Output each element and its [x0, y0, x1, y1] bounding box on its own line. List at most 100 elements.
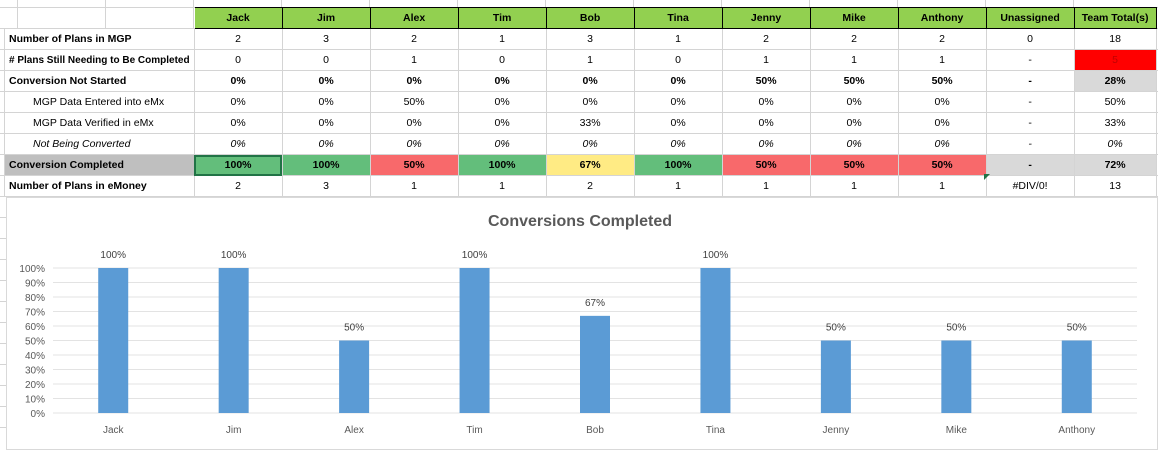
row-label[interactable]: # Plans Still Needing to Be Completed [4, 49, 195, 71]
cell[interactable]: 1 [721, 175, 811, 197]
cell[interactable]: 0% [193, 112, 283, 134]
cell[interactable]: 0% [193, 133, 283, 155]
row-label[interactable]: Conversion Not Started [4, 70, 195, 92]
header-cell[interactable]: Jenny [721, 7, 811, 29]
header-cell[interactable]: Jim [281, 7, 371, 29]
cell[interactable]: 0 [193, 49, 283, 71]
cell[interactable]: 2 [193, 28, 283, 50]
cell[interactable]: 0% [281, 70, 371, 92]
row-label[interactable]: Number of Plans in eMoney [4, 175, 195, 197]
header-cell[interactable]: Bob [545, 7, 635, 29]
bar-tim[interactable] [459, 268, 490, 413]
cell[interactable]: 1 [809, 175, 899, 197]
cell[interactable]: 2 [721, 28, 811, 50]
row-label[interactable]: MGP Data Verified in eMx [4, 112, 195, 134]
cell[interactable]: 0% [809, 133, 899, 155]
bar-alex[interactable] [339, 340, 370, 414]
cell[interactable]: 0% [369, 133, 459, 155]
cell[interactable]: 1 [457, 175, 547, 197]
cell[interactable]: 0% [369, 112, 459, 134]
cell[interactable]: 1 [545, 49, 635, 71]
cell[interactable]: 0% [281, 112, 371, 134]
bar-jim[interactable] [218, 268, 249, 413]
header-cell[interactable]: Tim [457, 7, 547, 29]
total-cell[interactable]: 50% [1073, 91, 1157, 113]
cell[interactable]: - [985, 70, 1075, 92]
total-cell[interactable]: 5 [1073, 49, 1157, 71]
cell[interactable]: - [985, 49, 1075, 71]
header-blank-cell[interactable] [5, 8, 195, 29]
cell[interactable]: 1 [897, 175, 987, 197]
row-label[interactable]: Not Being Converted [4, 133, 195, 155]
cell[interactable]: 1 [369, 175, 459, 197]
cell[interactable]: - [985, 91, 1075, 113]
cell[interactable]: 2 [897, 28, 987, 50]
row-label[interactable]: Conversion Completed [4, 154, 195, 176]
cell[interactable]: 50% [369, 91, 459, 113]
cell[interactable]: 100% [457, 154, 547, 176]
cell[interactable]: 0% [721, 112, 811, 134]
header-cell[interactable]: Alex [369, 7, 459, 29]
error-cell[interactable]: #DIV/0! [985, 175, 1075, 197]
total-cell[interactable]: 28% [1073, 70, 1157, 92]
cell[interactable]: 50% [721, 70, 811, 92]
bar-jenny[interactable] [820, 340, 851, 414]
cell[interactable]: 1 [721, 49, 811, 71]
cell-selected[interactable]: 100% [193, 154, 283, 176]
header-cell[interactable]: Unassigned [985, 7, 1075, 29]
cell[interactable]: 1 [369, 49, 459, 71]
cell[interactable]: 33% [545, 112, 635, 134]
cell[interactable]: 67% [545, 154, 635, 176]
cell[interactable]: 0 [633, 49, 723, 71]
cell[interactable]: 2 [809, 28, 899, 50]
cell[interactable]: 100% [633, 154, 723, 176]
header-cell[interactable]: Tina [633, 7, 723, 29]
cell[interactable]: 1 [457, 28, 547, 50]
bar-mike[interactable] [941, 340, 972, 414]
cell[interactable]: 0% [721, 133, 811, 155]
cell[interactable]: 0% [545, 91, 635, 113]
conversions-chart[interactable]: Conversions Completed 0% 10% 20% 30% 40% 50% 6… [6, 197, 1158, 450]
cell[interactable]: - [985, 112, 1075, 134]
header-cell[interactable]: Jack [193, 7, 283, 29]
cell[interactable]: 50% [809, 154, 899, 176]
cell[interactable]: 0% [633, 70, 723, 92]
cell[interactable]: 100% [281, 154, 371, 176]
total-cell[interactable]: 33% [1073, 112, 1157, 134]
cell[interactable]: 0% [809, 91, 899, 113]
header-cell[interactable]: Anthony [897, 7, 987, 29]
cell[interactable]: 0 [281, 49, 371, 71]
cell[interactable]: 3 [281, 28, 371, 50]
cell[interactable]: 0% [721, 91, 811, 113]
cell[interactable]: 0% [457, 91, 547, 113]
cell[interactable]: 0% [897, 91, 987, 113]
cell[interactable]: 1 [633, 28, 723, 50]
cell[interactable]: 2 [369, 28, 459, 50]
cell[interactable]: 3 [545, 28, 635, 50]
cell[interactable]: 0% [193, 91, 283, 113]
cell[interactable]: 0% [633, 112, 723, 134]
cell[interactable]: 1 [897, 49, 987, 71]
cell[interactable]: 2 [193, 175, 283, 197]
cell[interactable]: 0% [897, 112, 987, 134]
cell[interactable]: - [985, 133, 1075, 155]
bar-tina[interactable] [700, 268, 731, 413]
cell[interactable]: 1 [633, 175, 723, 197]
cell[interactable]: 0% [281, 133, 371, 155]
header-cell[interactable]: Mike [809, 7, 899, 29]
bar-jack[interactable] [98, 268, 129, 413]
cell[interactable]: 0% [369, 70, 459, 92]
cell[interactable]: 50% [897, 70, 987, 92]
cell[interactable]: 1 [809, 49, 899, 71]
cell[interactable]: 50% [369, 154, 459, 176]
total-cell[interactable]: 72% [1073, 154, 1157, 176]
cell[interactable]: 0% [281, 91, 371, 113]
total-cell[interactable]: 13 [1073, 175, 1157, 197]
cell[interactable]: 0% [457, 70, 547, 92]
cell[interactable]: 0 [457, 49, 547, 71]
bar-bob[interactable] [580, 315, 610, 413]
cell[interactable]: - [985, 154, 1075, 176]
cell[interactable]: 0% [193, 70, 283, 92]
row-label[interactable]: MGP Data Entered into eMx [4, 91, 195, 113]
cell[interactable]: 50% [721, 154, 811, 176]
